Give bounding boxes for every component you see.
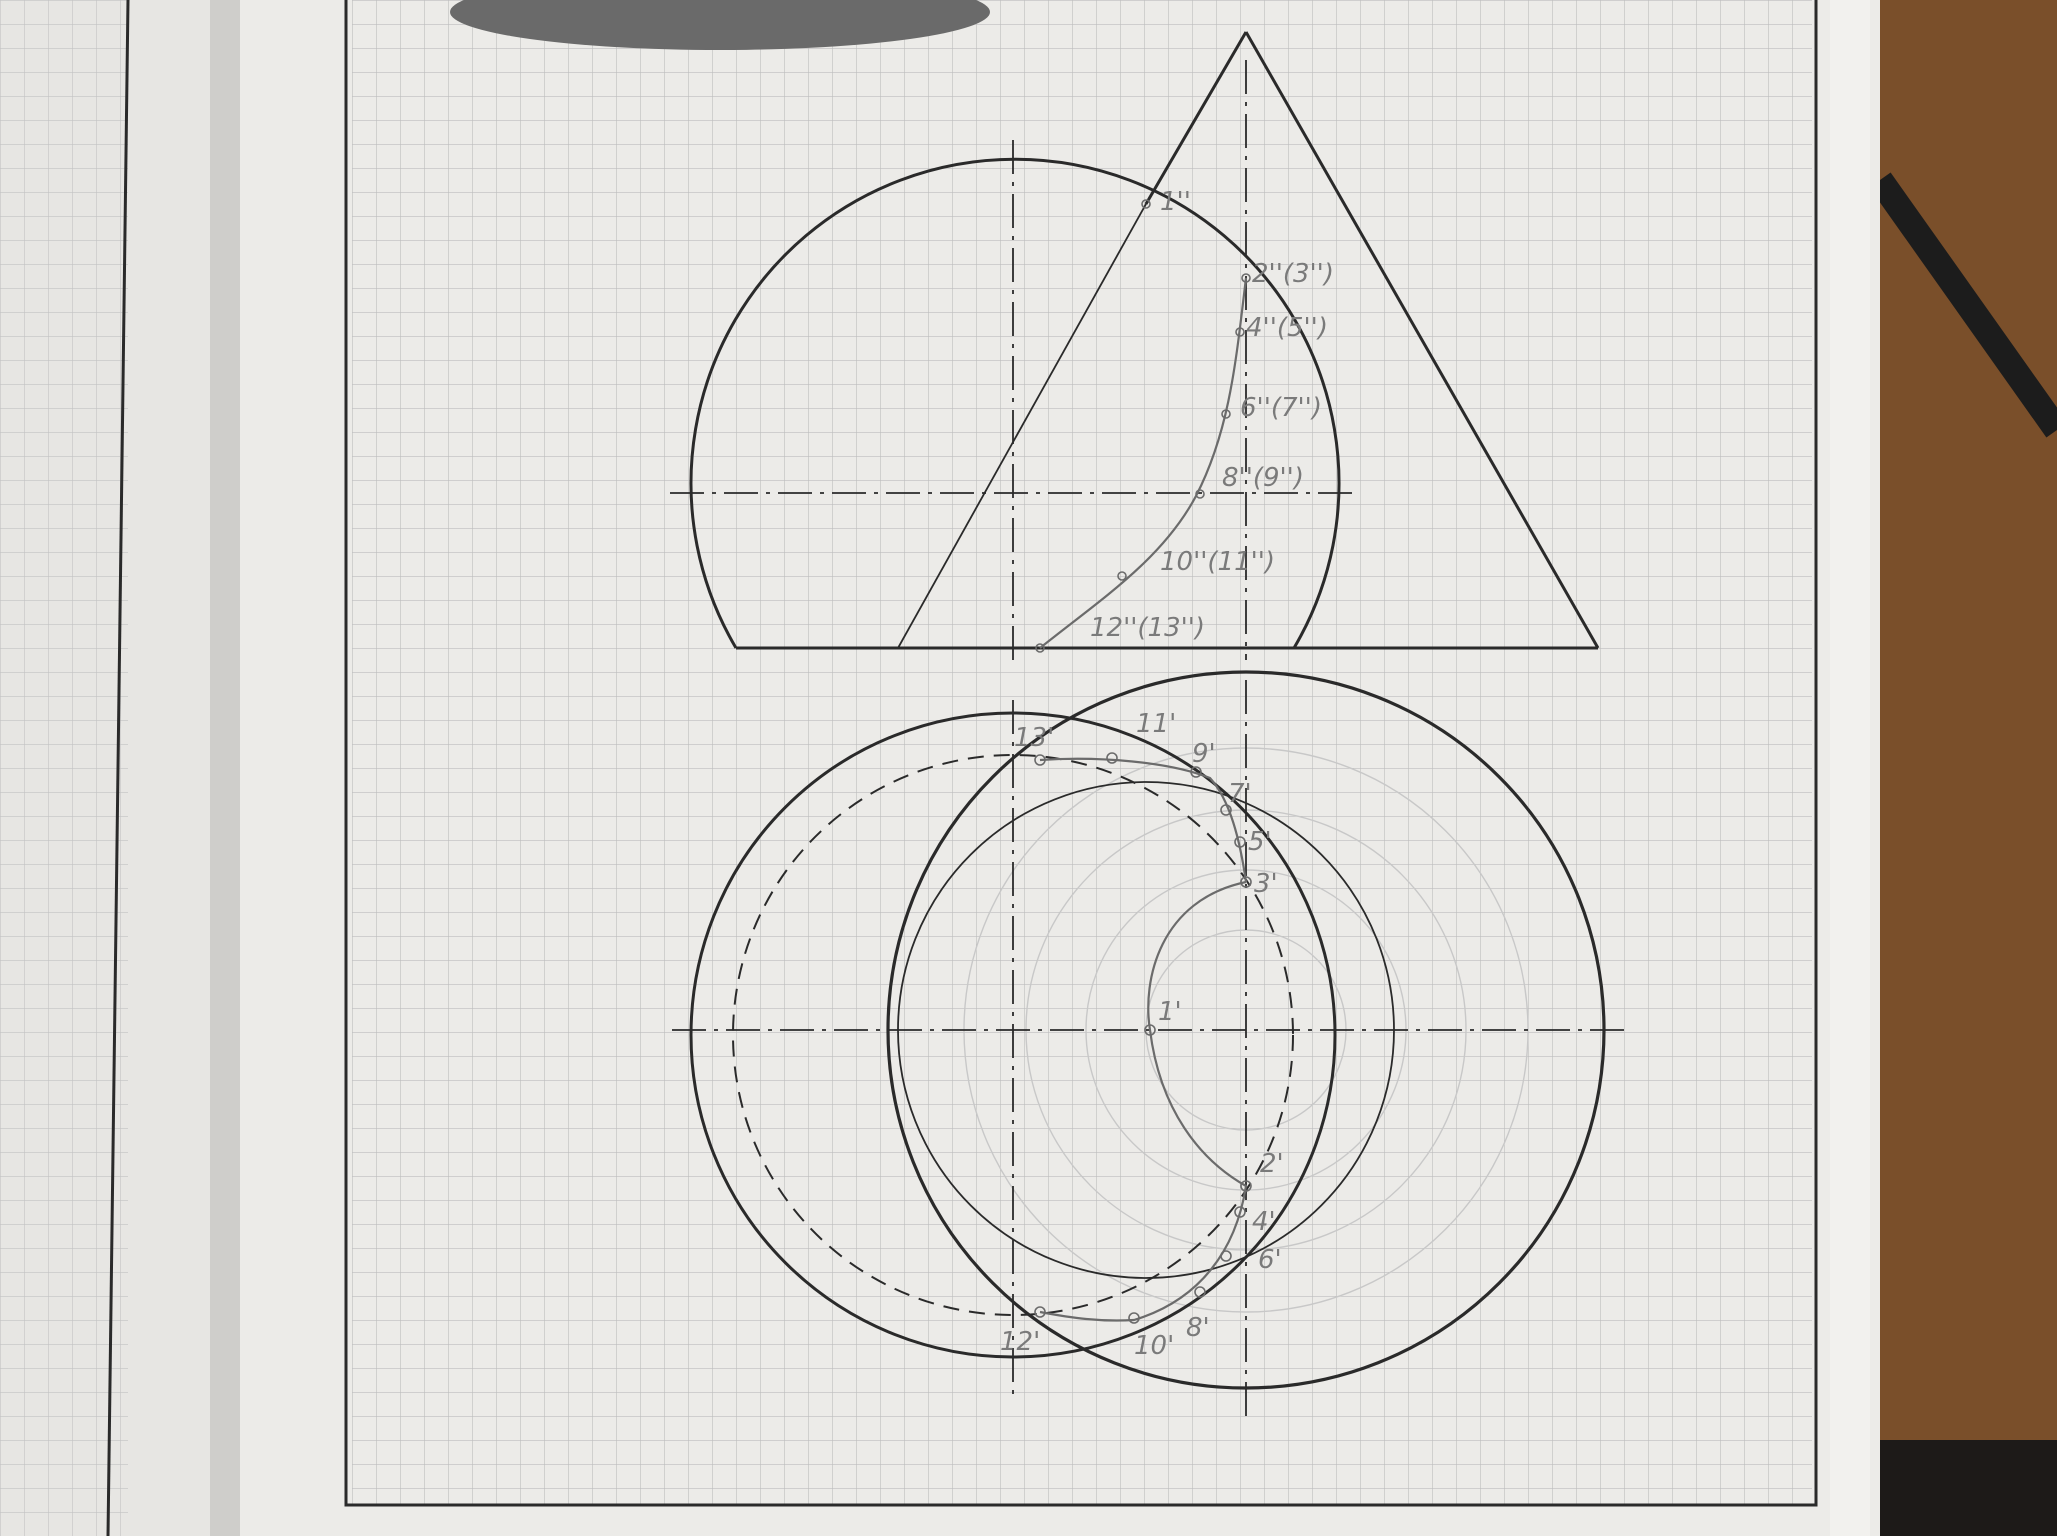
top-view: 1' 2' 3' 4' 5' 6' 7' 8' 9' 10' 11' 12' 1… (672, 670, 1628, 1420)
sphere-base-dashed-circle (732, 754, 1294, 1316)
desk-shadow (1860, 1440, 2057, 1536)
label-front-12-13: 12''(13'') (1090, 613, 1205, 643)
label-front-10-11: 10''(11'') (1160, 547, 1275, 577)
top-point-9 (1190, 766, 1202, 778)
left-page-border (106, 0, 130, 1536)
label-top-10: 10' (1134, 1331, 1174, 1361)
cone-inner-circle (897, 781, 1395, 1279)
front-point-6 (1221, 409, 1231, 419)
top-point-3 (1240, 876, 1252, 888)
grid-area (352, 0, 1812, 1505)
cone-left-generatrix-thick (1144, 31, 1248, 205)
label-top-5: 5' (1248, 827, 1272, 857)
page-margin-strip (1830, 0, 1870, 1536)
label-top-11: 11' (1136, 709, 1176, 739)
top-point-10 (1128, 1312, 1140, 1324)
top-point-1 (1144, 1024, 1156, 1036)
top-point-4 (1234, 1206, 1246, 1218)
drawing-frame (344, 0, 1818, 1507)
blurred-object (450, 0, 990, 50)
top-points (1034, 752, 1252, 1324)
label-top-8: 8' (1186, 1313, 1210, 1343)
cable (1869, 172, 2057, 438)
label-top-7: 7' (1228, 779, 1252, 809)
top-point-12 (1034, 1306, 1046, 1318)
front-point-1 (1141, 199, 1151, 209)
label-top-6: 6' (1258, 1245, 1282, 1275)
intersection-curve-top-upper (1039, 757, 1248, 883)
front-point-10 (1117, 571, 1127, 581)
top-point-8 (1194, 1286, 1206, 1298)
top-point-6 (1220, 1250, 1232, 1262)
front-points (1035, 199, 1251, 653)
label-front-6-7: 6''(7'') (1240, 393, 1322, 423)
spine-shadow (210, 0, 240, 1536)
front-point-8 (1195, 489, 1205, 499)
label-top-1: 1' (1158, 997, 1182, 1027)
cone-right-generatrix (1244, 31, 1600, 649)
cone-left-generatrix-thin (897, 203, 1147, 649)
label-top-12: 12' (1000, 1327, 1040, 1357)
top-point-13 (1034, 754, 1046, 766)
sphere-outline-front (689, 157, 1341, 649)
top-point-7 (1220, 804, 1232, 816)
front-point-2 (1241, 273, 1251, 283)
label-front-2-3: 2''(3'') (1252, 259, 1334, 289)
label-top-13: 13' (1014, 723, 1054, 753)
label-top-2: 2' (1260, 1149, 1284, 1179)
label-front-8-9: 8''(9'') (1222, 463, 1304, 493)
label-top-9: 9' (1192, 739, 1216, 769)
left-page-grid (0, 0, 128, 1536)
top-point-11 (1106, 752, 1118, 764)
label-top-3: 3' (1254, 869, 1278, 899)
cone-base-circle (886, 670, 1606, 1390)
label-front-4-5: 4''(5'') (1246, 313, 1328, 343)
label-front-1: 1'' (1160, 187, 1191, 217)
top-point-2 (1240, 1180, 1252, 1192)
label-top-4: 4' (1252, 1207, 1276, 1237)
front-point-12 (1035, 643, 1045, 653)
front-point-4 (1235, 327, 1245, 337)
sphere-outline-top (689, 711, 1337, 1359)
intersection-curve-top (1039, 880, 1248, 1322)
top-point-5 (1234, 836, 1246, 848)
front-view: 1'' 2''(3'') 4''(5'') 6''(7'') 8''(9'') … (670, 31, 1600, 660)
